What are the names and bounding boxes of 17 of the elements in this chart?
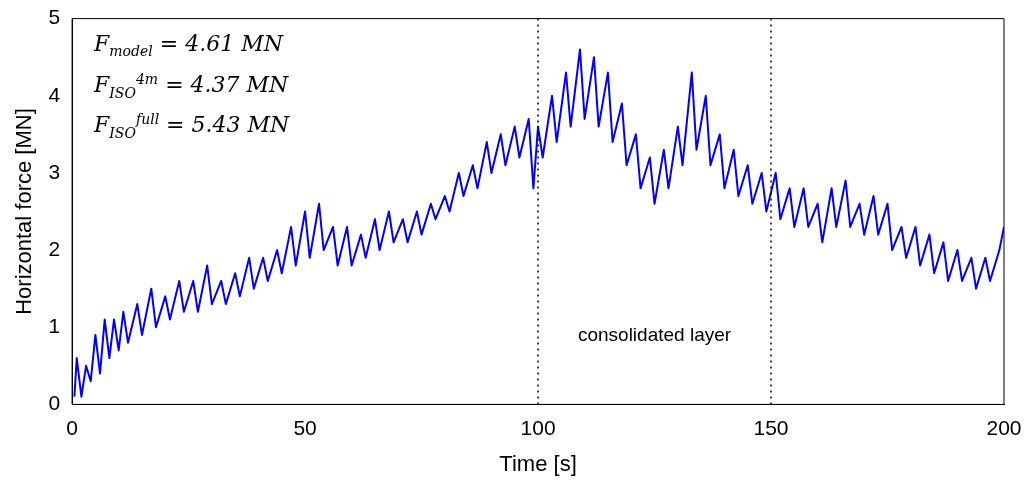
y-tick-label: 1 bbox=[48, 314, 61, 338]
annotation: consolidated layer bbox=[577, 323, 732, 346]
y-tick-label: 4 bbox=[48, 82, 61, 106]
y-tick-label: 5 bbox=[48, 5, 61, 29]
annotation: F$_{model}$ = 4.61 MN bbox=[94, 30, 283, 59]
y-tick-label: 3 bbox=[48, 159, 61, 183]
x-axis-title: Time [s] bbox=[499, 450, 577, 476]
x-tick-label: 0 bbox=[66, 415, 78, 439]
x-tick-label: 100 bbox=[520, 415, 556, 439]
y-tick-label: 2 bbox=[48, 236, 61, 260]
y-tick-label: 0 bbox=[48, 391, 61, 415]
x-tick-label: 200 bbox=[986, 415, 1022, 439]
x-tick-label: 150 bbox=[753, 415, 789, 439]
annotation: F$_{ISO}$$^{full}$ = 5.43 MN bbox=[94, 110, 290, 141]
x-tick-label: 50 bbox=[293, 415, 317, 439]
y-axis-title: Horizontal force [MN] bbox=[11, 108, 37, 315]
annotation: F$_{ISO}$$^{4m}$ = 4.37 MN bbox=[94, 70, 289, 101]
